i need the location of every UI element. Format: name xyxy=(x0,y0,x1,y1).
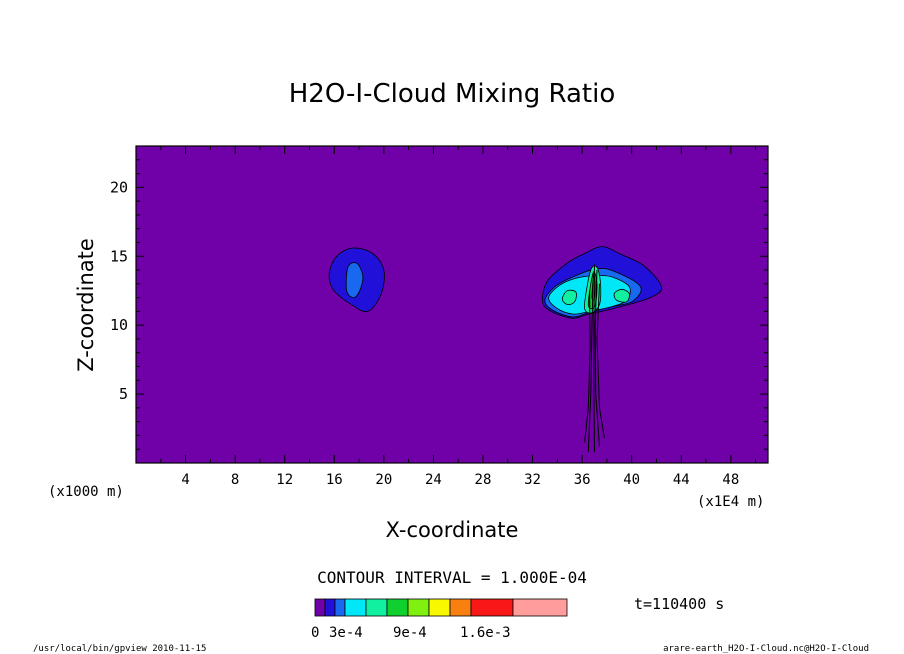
colorbar-label-2: 9e-4 xyxy=(393,625,427,641)
colorbar xyxy=(314,598,568,617)
x-axis-label: X-coordinate xyxy=(386,518,519,542)
footer-right: arare-earth_H2O-I-Cloud.nc@H2O-I-Cloud xyxy=(663,644,869,654)
colorbar-swatch xyxy=(334,598,346,617)
colorbar-swatch xyxy=(386,598,409,617)
cloud-right-level-4 xyxy=(613,288,630,303)
cloud-right-stem-line-3 xyxy=(584,290,591,443)
contour-interval-label: CONTOUR INTERVAL = 1.000E-04 xyxy=(317,568,587,587)
footer-left: /usr/local/bin/gpview 2010-11-15 xyxy=(33,644,206,654)
x-tick-label: 16 xyxy=(326,472,343,488)
cloud-left-level-1 xyxy=(345,262,364,299)
y-ticks: 5 10 15 20 xyxy=(110,159,768,450)
y-tick-label: 10 xyxy=(110,316,128,334)
plot-background xyxy=(136,146,768,463)
colorbar-label-0: 0 xyxy=(311,625,319,641)
colorbar-swatch xyxy=(512,598,568,617)
x-tick-label: 28 xyxy=(475,472,492,488)
y-tick-label: 20 xyxy=(110,178,128,196)
x-tick-label: 36 xyxy=(574,472,591,488)
cloud-right-stem-line-0 xyxy=(587,272,594,453)
y-axis-label: Z-coordinate xyxy=(74,238,98,372)
y-tick-label: 5 xyxy=(119,385,128,403)
colorbar-label-3: 1.6e-3 xyxy=(460,625,511,641)
colorbar-label-1: 3e-4 xyxy=(329,625,363,641)
cloud-right-stem-line-2 xyxy=(594,269,600,447)
colorbar-swatch xyxy=(324,598,336,617)
x-tick-label: 12 xyxy=(276,472,293,488)
colorbar-swatch xyxy=(344,598,367,617)
colorbar-swatch xyxy=(428,598,451,617)
colorbar-swatch xyxy=(314,598,326,617)
x-tick-label: 48 xyxy=(722,472,739,488)
y-unit-label: (x1000 m) xyxy=(48,484,124,500)
colorbar-swatch xyxy=(407,598,430,617)
colorbar-swatch xyxy=(449,598,472,617)
x-tick-label: 40 xyxy=(623,472,640,488)
x-unit-label: (x1E4 m) xyxy=(697,494,764,510)
time-label: t=110400 s xyxy=(634,595,724,613)
x-tick-label: 8 xyxy=(231,472,239,488)
cloud-right-stem-line-4 xyxy=(596,283,605,439)
cloud-right-stem-line-1 xyxy=(593,264,595,453)
plot-frame xyxy=(135,145,769,464)
x-ticks: 4 8 12 16 20 24 28 32 36 40 44 48 xyxy=(160,146,757,488)
x-tick-label: 20 xyxy=(375,472,392,488)
cloud-right-level-3 xyxy=(561,289,577,306)
chart-title: H2O-I-Cloud Mixing Ratio xyxy=(289,79,616,109)
y-tick-label: 15 xyxy=(110,247,128,265)
x-tick-label: 4 xyxy=(181,472,189,488)
stem-contour-lines xyxy=(584,264,605,453)
colorbar-swatch xyxy=(365,598,388,617)
colorbar-swatch xyxy=(470,598,514,617)
x-tick-label: 32 xyxy=(524,472,541,488)
x-tick-label: 44 xyxy=(673,472,690,488)
x-tick-label: 24 xyxy=(425,472,442,488)
